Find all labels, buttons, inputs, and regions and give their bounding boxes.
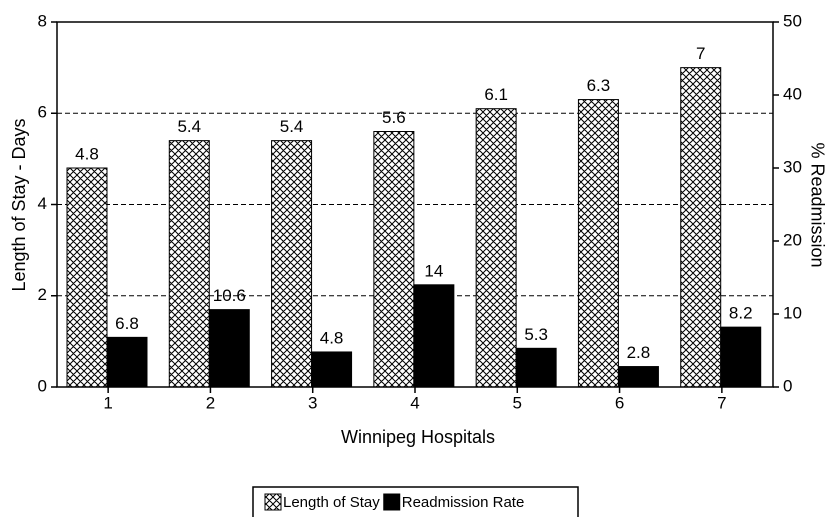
bar	[680, 67, 722, 388]
data-label: 5.6	[382, 108, 406, 127]
bar	[577, 99, 619, 388]
bar	[617, 366, 659, 388]
data-label: 8.2	[729, 304, 753, 323]
x-tick-label: 3	[308, 393, 317, 412]
legend-swatch	[264, 493, 282, 511]
data-label: 2.8	[627, 343, 651, 362]
data-label: 6.1	[484, 85, 508, 104]
x-tick-label: 1	[103, 393, 112, 412]
data-label: 4.8	[320, 328, 344, 347]
y2-tick-label: 50	[783, 11, 802, 30]
data-label: 6.3	[587, 76, 611, 95]
y2-tick-label: 30	[783, 157, 802, 176]
data-label: 5.3	[524, 325, 548, 344]
y-tick-label: 6	[38, 103, 47, 122]
y2-tick-label: 20	[783, 230, 802, 249]
plot-frame	[56, 21, 774, 388]
bar	[168, 140, 210, 388]
legend-swatch	[383, 493, 401, 511]
y-tick-label: 4	[38, 194, 47, 213]
legend-label: Readmission Rate	[402, 494, 525, 511]
data-label: 10.6	[213, 286, 246, 305]
data-label: 7	[696, 44, 705, 63]
bar	[66, 167, 108, 388]
data-label: 5.4	[280, 117, 304, 136]
bar	[373, 131, 415, 388]
data-label: 5.4	[177, 117, 201, 136]
legend-box	[252, 486, 579, 517]
bar	[271, 140, 313, 388]
x-axis-label: Winnipeg Hospitals	[341, 427, 495, 447]
bar	[475, 108, 517, 388]
y2-tick-label: 0	[783, 376, 792, 395]
bar	[311, 351, 353, 388]
bar	[515, 347, 557, 388]
y-tick-label: 2	[38, 285, 47, 304]
x-tick-label: 7	[717, 393, 726, 412]
bar	[106, 336, 148, 388]
y2-tick-label: 40	[783, 84, 802, 103]
y-tick-label: 8	[38, 11, 47, 30]
y-tick-label: 0	[38, 376, 47, 395]
data-label: 4.8	[75, 144, 99, 163]
data-label: 6.8	[115, 314, 139, 333]
data-label: 14	[424, 261, 443, 280]
x-tick-label: 2	[206, 393, 215, 412]
bar	[413, 284, 455, 388]
y2-axis-label: % Readmission	[807, 142, 827, 267]
x-tick-label: 4	[410, 393, 419, 412]
x-tick-label: 6	[615, 393, 624, 412]
y-axis-label: Length of Stay - Days	[9, 118, 29, 291]
x-tick-label: 5	[513, 393, 522, 412]
bar	[208, 309, 250, 388]
bar	[720, 326, 762, 388]
legend-label: Length of Stay	[283, 494, 380, 511]
y2-tick-label: 10	[783, 303, 802, 322]
